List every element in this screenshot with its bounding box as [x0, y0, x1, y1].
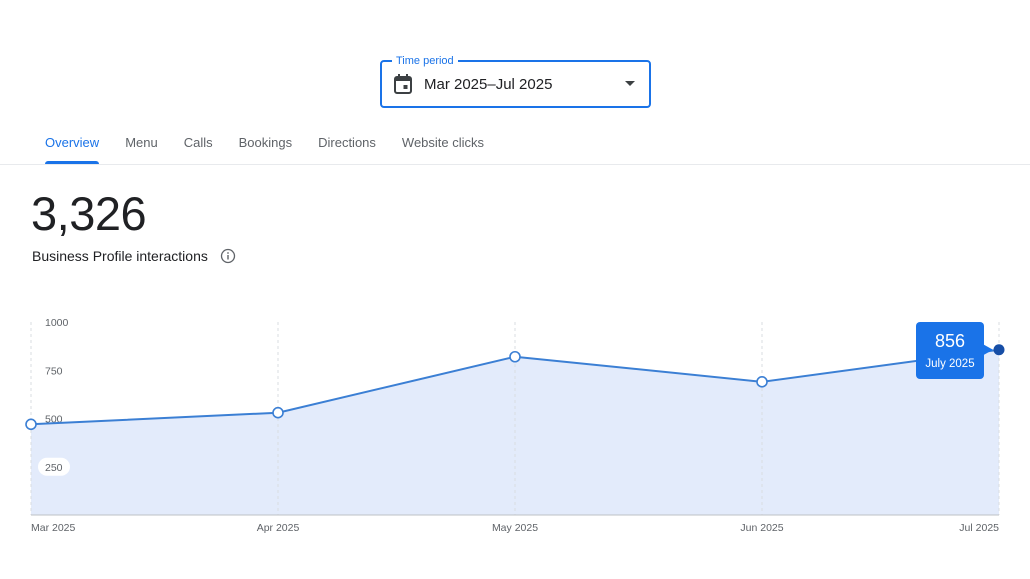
data-point-highlighted — [993, 344, 1005, 356]
tabs-divider — [0, 164, 1030, 165]
y-tick-label: 750 — [45, 365, 63, 377]
x-tick-label: May 2025 — [492, 522, 538, 534]
x-tick-label: Jul 2025 — [959, 522, 999, 534]
tooltip-value: 856 — [935, 331, 965, 351]
tooltip-box — [916, 322, 984, 379]
data-point — [756, 376, 768, 388]
time-period-label: Time period — [392, 53, 458, 69]
time-period-value: Mar 2025–Jul 2025 — [424, 75, 553, 93]
data-point — [509, 350, 521, 363]
tab-bookings[interactable]: Bookings — [238, 135, 293, 150]
y-tick-label: 250 — [45, 462, 63, 474]
data-point — [272, 406, 284, 419]
x-tick-label: Jun 2025 — [740, 522, 783, 534]
info-icon[interactable] — [220, 248, 236, 264]
tab-bar: Overview Menu Calls Bookings Directions … — [32, 125, 497, 165]
tab-calls[interactable]: Calls — [183, 135, 213, 150]
tab-menu[interactable]: Menu — [125, 135, 158, 150]
time-period-select[interactable]: Time period Mar 2025–Jul 2025 — [380, 53, 651, 108]
tooltip-label: July 2025 — [925, 358, 974, 370]
calendar-icon — [394, 74, 412, 94]
tab-overview[interactable]: Overview — [32, 125, 112, 165]
tab-website-clicks[interactable]: Website clicks — [401, 135, 485, 150]
x-tick-label: Apr 2025 — [257, 522, 300, 534]
y-tick-label: 1000 — [45, 317, 69, 329]
y-tick-label-bg — [38, 457, 70, 476]
metric-label: Business Profile interactions — [32, 248, 208, 264]
metric-value: 3,326 — [31, 187, 147, 240]
tab-directions[interactable]: Directions — [318, 135, 376, 150]
x-tick-label: Mar 2025 — [31, 522, 76, 534]
chevron-down-icon — [625, 81, 635, 87]
tooltip-pointer — [984, 344, 993, 355]
data-point — [25, 418, 37, 431]
